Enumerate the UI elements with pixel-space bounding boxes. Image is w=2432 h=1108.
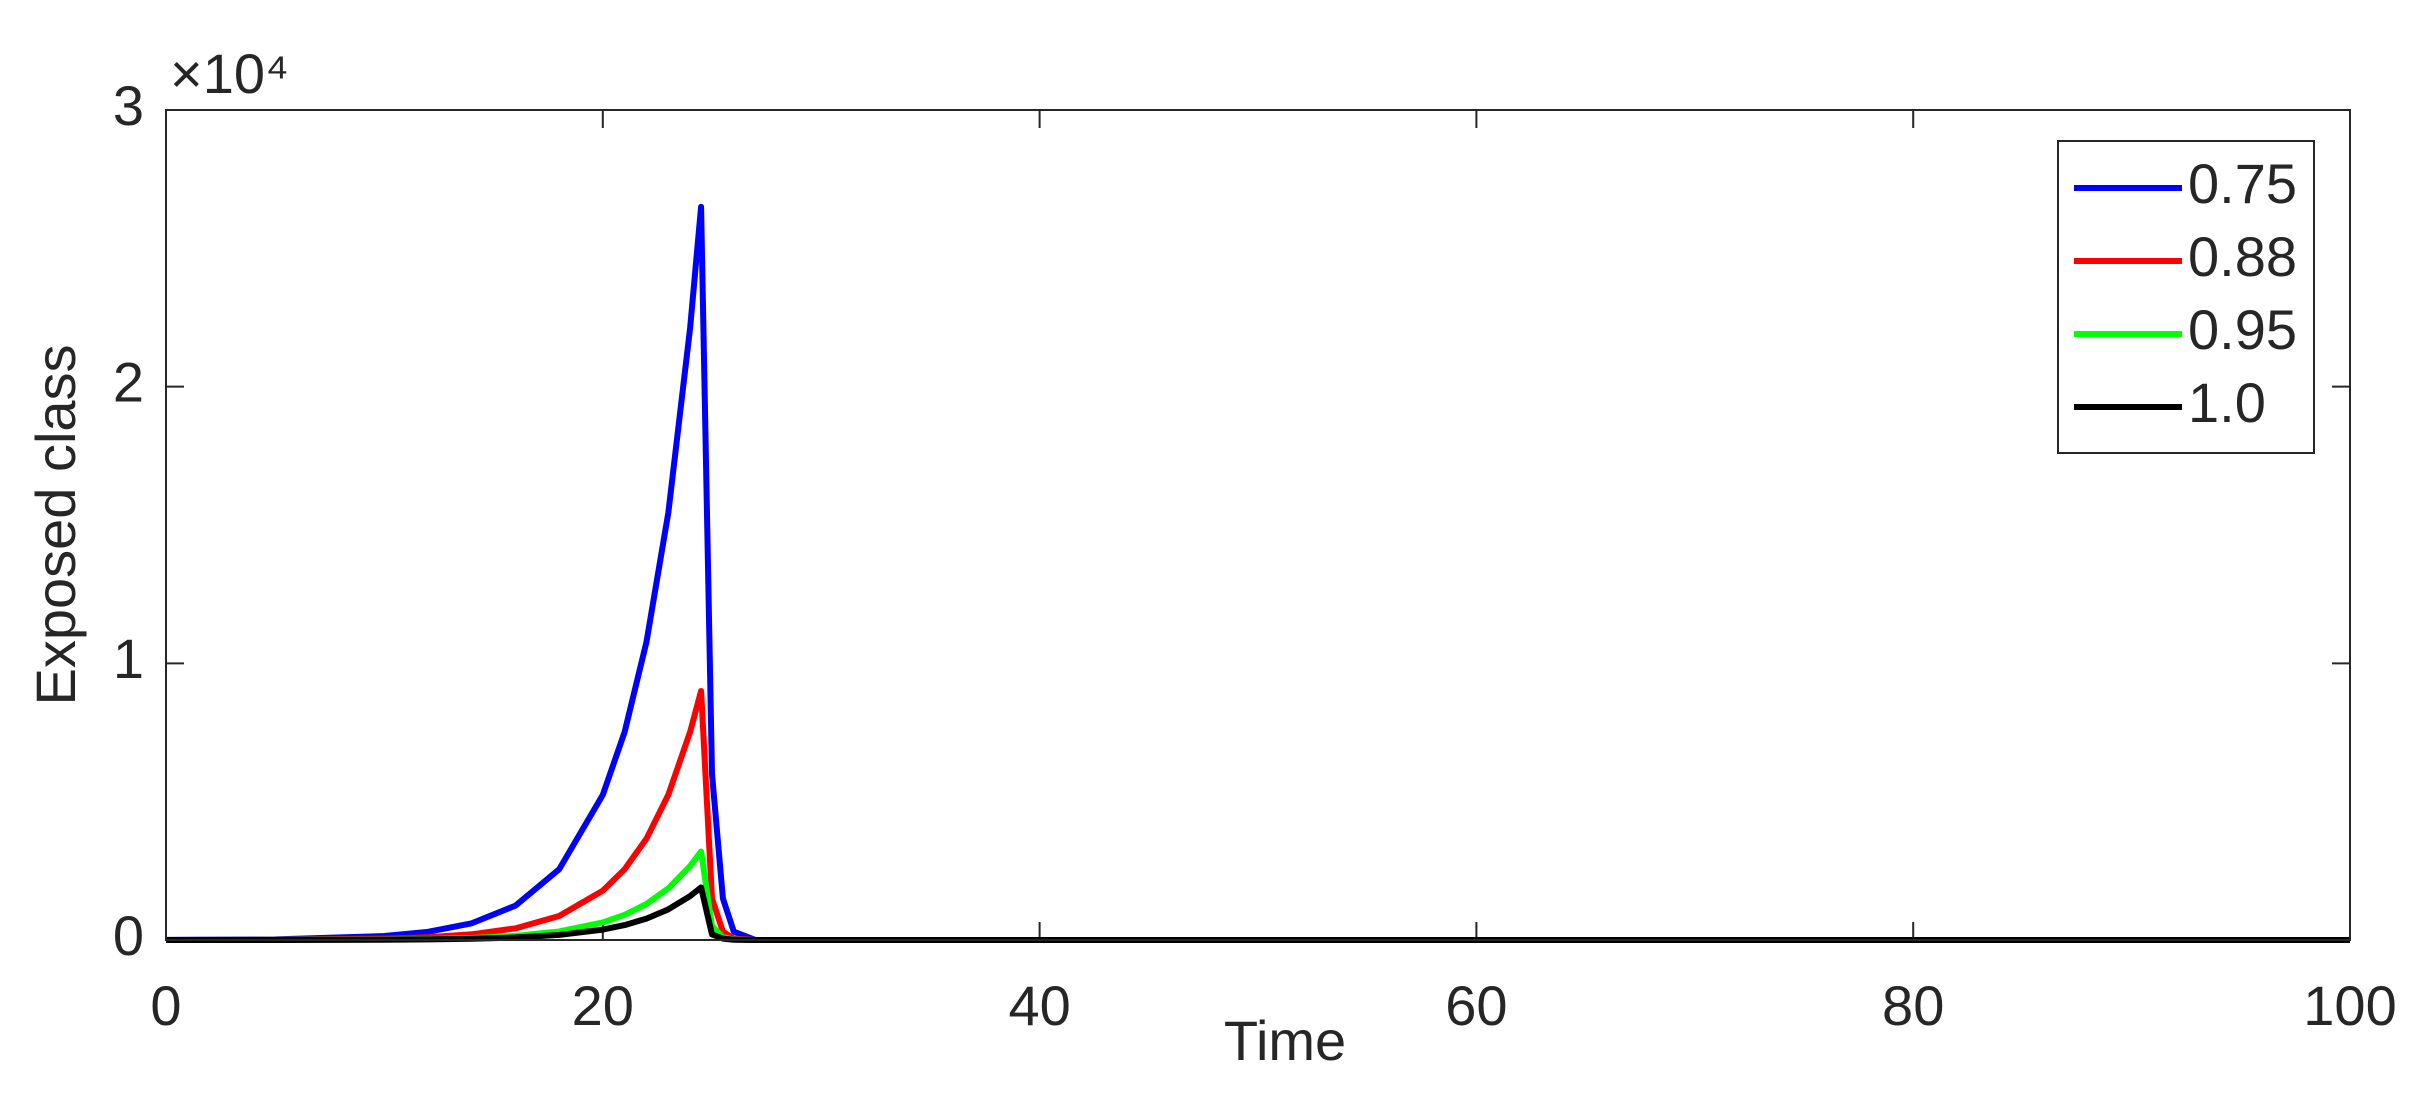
x-tick-label: 0 [150, 974, 181, 1037]
plot-frame [165, 109, 2351, 941]
legend-label: 0.88 [2188, 225, 2297, 288]
legend-label: 0.75 [2188, 152, 2297, 215]
y-tick-label: 3 [113, 74, 144, 137]
x-tick-label: 40 [1008, 974, 1070, 1037]
legend-box [2057, 140, 2315, 454]
y-tick-label: 0 [113, 904, 144, 967]
y-axis-label: Exposed class [24, 344, 87, 705]
legend-label: 0.95 [2188, 298, 2297, 361]
x-axis-label: Time [1224, 1009, 1346, 1072]
y-tick-label: 2 [113, 350, 144, 413]
x-tick-label: 20 [572, 974, 634, 1037]
x-tick-label: 60 [1445, 974, 1507, 1037]
x-tick-label: 100 [2303, 974, 2396, 1037]
y-multiplier: ×10⁴ [170, 42, 289, 105]
legend-label: 1.0 [2188, 371, 2266, 434]
x-tick-label: 80 [1882, 974, 1944, 1037]
y-tick-label: 1 [113, 627, 144, 690]
